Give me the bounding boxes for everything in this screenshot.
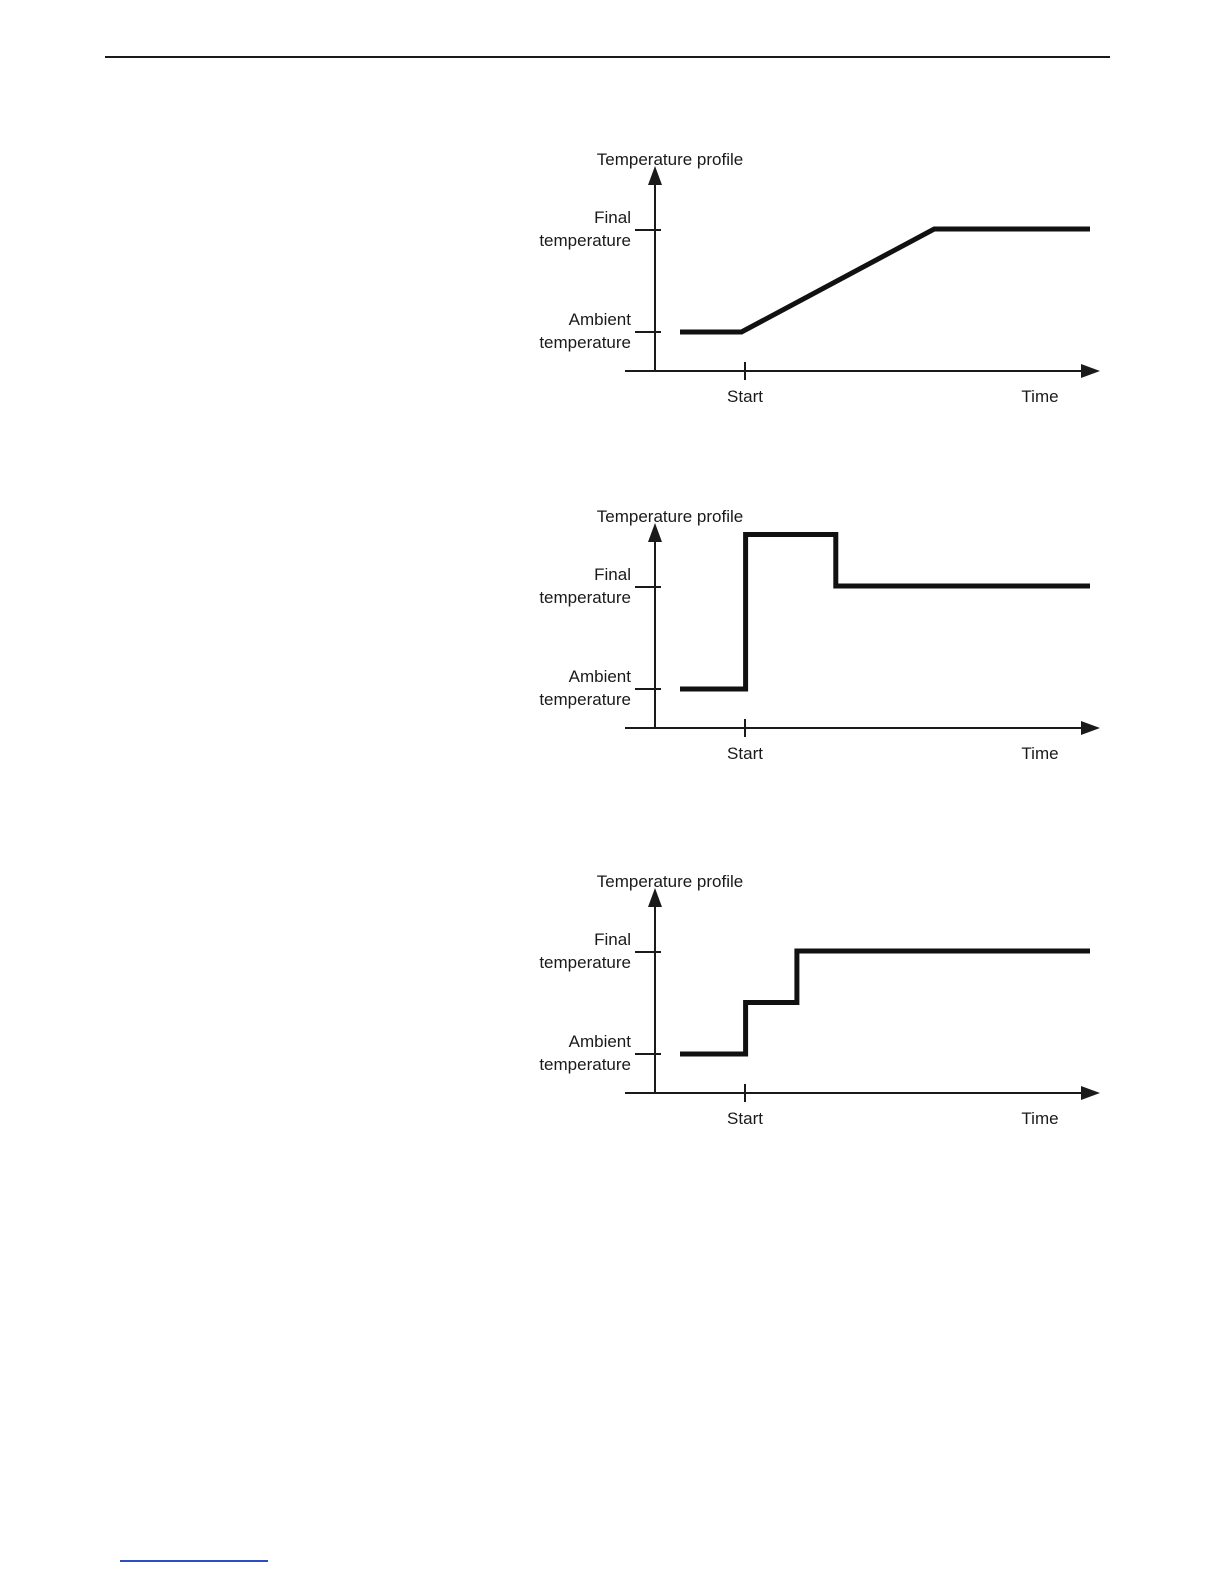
y-axis-arrowhead bbox=[648, 523, 662, 542]
ambient-temperature-label: Ambient temperature bbox=[539, 310, 631, 352]
x-axis-arrowhead bbox=[1081, 721, 1100, 735]
temperature-curve bbox=[680, 948, 1090, 1057]
x-axis-arrowhead bbox=[1081, 364, 1100, 378]
time-axis-label: Time bbox=[1021, 1109, 1059, 1128]
start-label: Start bbox=[727, 744, 763, 763]
temperature-profile-figure-ramp: Temperature profile Final temperature Am… bbox=[495, 140, 1115, 430]
time-axis-label: Time bbox=[1021, 387, 1059, 406]
x-axis-arrowhead bbox=[1081, 1086, 1100, 1100]
final-temperature-label: Final temperature bbox=[539, 565, 631, 607]
page-top-rule bbox=[105, 56, 1110, 58]
ambient-temperature-label: Ambient temperature bbox=[539, 667, 631, 709]
figure-title: Temperature profile bbox=[596, 872, 744, 891]
ambient-temperature-label: Ambient temperature bbox=[539, 1032, 631, 1074]
final-temperature-label: Final temperature bbox=[539, 930, 631, 972]
temperature-profile-chart bbox=[625, 166, 1100, 380]
figure-title: Temperature profile bbox=[596, 507, 744, 526]
final-temperature-label: Final temperature bbox=[539, 208, 631, 250]
temperature-curve bbox=[680, 532, 1090, 692]
temperature-curve bbox=[680, 226, 1090, 335]
footer-link-underline[interactable] bbox=[120, 1560, 268, 1562]
start-label: Start bbox=[727, 1109, 763, 1128]
figure-title: Temperature profile bbox=[596, 150, 744, 169]
start-label: Start bbox=[727, 387, 763, 406]
temperature-profile-figure-two-step: Temperature profile Final temperature Am… bbox=[495, 862, 1115, 1152]
y-axis-arrowhead bbox=[648, 166, 662, 185]
y-axis-arrowhead bbox=[648, 888, 662, 907]
time-axis-label: Time bbox=[1021, 744, 1059, 763]
temperature-profile-chart bbox=[625, 888, 1100, 1102]
temperature-profile-chart bbox=[625, 523, 1100, 737]
temperature-profile-figure-overshoot: Temperature profile Final temperature Am… bbox=[495, 497, 1115, 787]
